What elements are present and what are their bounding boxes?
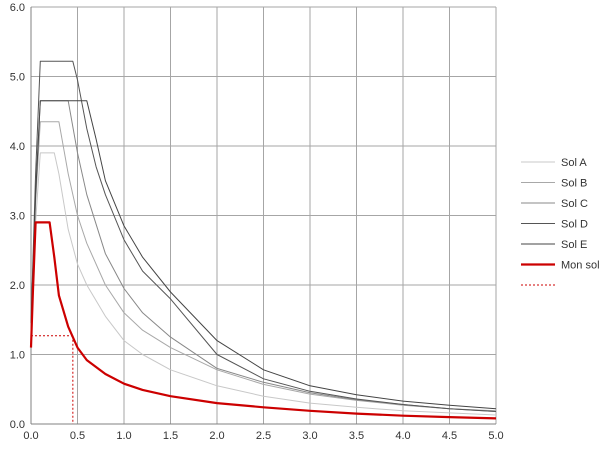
y-tick-label: 5.0 [10, 72, 25, 84]
x-tick-label: 0.5 [70, 430, 85, 442]
legend: Sol A Sol B Sol C Sol D Sol E Mon sol [521, 157, 600, 286]
series-line-sol-d [30, 60, 497, 412]
x-tick-label: 0.0 [23, 430, 38, 442]
x-tick-label: 5.0 [488, 430, 503, 442]
x-tick-label: 1.0 [116, 430, 131, 442]
y-tick-labels: 0.0 1.0 2.0 3.0 4.0 5.0 6.0 [10, 2, 25, 431]
legend-label: Sol C [561, 198, 588, 210]
y-tick-label: 3.0 [10, 211, 25, 223]
y-tick-label: 2.0 [10, 280, 25, 292]
y-tick-label: 0.0 [10, 419, 25, 431]
x-tick-label: 3.5 [349, 430, 364, 442]
x-tick-label: 2.0 [209, 430, 224, 442]
x-tick-label: 4.5 [442, 430, 457, 442]
legend-label: Sol E [561, 239, 587, 251]
x-tick-label: 3.0 [302, 430, 317, 442]
x-tick-label: 2.5 [256, 430, 271, 442]
series-line-sol-b [30, 121, 497, 412]
series-line-sol-a [30, 152, 497, 416]
series-line-sol-e [30, 100, 497, 410]
legend-label: Sol A [561, 157, 587, 169]
grid [31, 6, 497, 424]
reference-lines [31, 335, 74, 424]
y-tick-label: 4.0 [10, 141, 25, 153]
series-line-mon-sol [29, 221, 497, 420]
legend-label: Mon sol [561, 260, 600, 272]
axes [30, 7, 496, 425]
legend-label: Sol D [561, 219, 588, 231]
legend-label: Sol B [561, 178, 587, 190]
series-lines [29, 60, 497, 420]
x-tick-labels: 0.0 0.5 1.0 1.5 2.0 2.5 3.0 3.5 4.0 4.5 5.0 [23, 430, 503, 442]
x-tick-label: 1.5 [163, 430, 178, 442]
y-tick-label: 1.0 [10, 350, 25, 362]
x-tick-label: 4.0 [395, 430, 410, 442]
y-tick-label: 6.0 [10, 2, 25, 14]
